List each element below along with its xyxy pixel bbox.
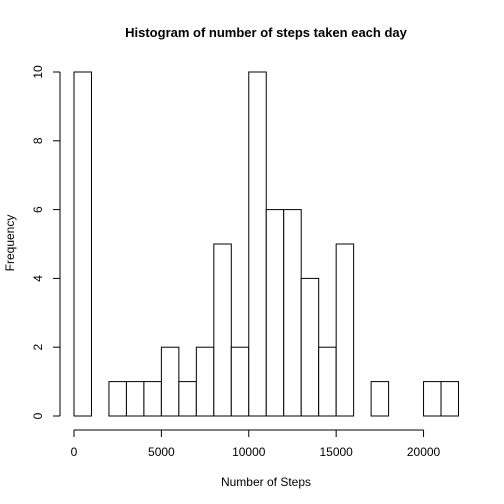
histogram-bar-9	[230, 346, 250, 417]
histogram-bar-6	[178, 381, 197, 417]
histogram-bar-13	[300, 277, 320, 417]
histogram-bar-0	[73, 71, 92, 417]
x-tick-label: 20000	[407, 445, 441, 459]
histogram-bar-7	[195, 346, 215, 417]
histogram-bar-21	[440, 381, 460, 417]
y-tick-label: 6	[31, 206, 45, 213]
y-tick-label: 8	[31, 137, 45, 144]
histogram-bar-3	[125, 381, 145, 417]
y-axis-label: Frequency	[3, 215, 17, 272]
y-tick-label: 2	[31, 344, 45, 351]
histogram-bar-17	[370, 381, 390, 417]
y-axis: 0 2 4 6 8 10	[31, 65, 61, 419]
x-tick-label: 10000	[232, 445, 266, 459]
bars-group	[73, 71, 460, 417]
x-axis-label: Number of Steps	[221, 475, 311, 489]
histogram-bar-2	[108, 381, 127, 417]
histogram-bar-15	[335, 243, 355, 417]
histogram-bar-8	[213, 243, 232, 417]
histogram-bar-12	[283, 209, 302, 417]
histogram-bar-11	[265, 209, 285, 417]
histogram-bar-5	[160, 346, 180, 417]
y-tick-label: 0	[31, 412, 45, 419]
y-tick-label: 10	[31, 65, 45, 79]
x-axis: 0 5000 10000 15000 20000	[71, 429, 441, 459]
y-tick-label: 4	[31, 275, 45, 282]
histogram-bar-10	[248, 71, 267, 417]
x-tick-label: 5000	[148, 445, 175, 459]
histogram-bar-14	[318, 346, 337, 417]
x-tick-label: 0	[71, 445, 78, 459]
chart-title: Histogram of number of steps taken each …	[125, 25, 408, 40]
histogram-bar-20	[423, 381, 442, 417]
histogram-bar-4	[143, 381, 162, 417]
x-tick-label: 15000	[319, 445, 353, 459]
